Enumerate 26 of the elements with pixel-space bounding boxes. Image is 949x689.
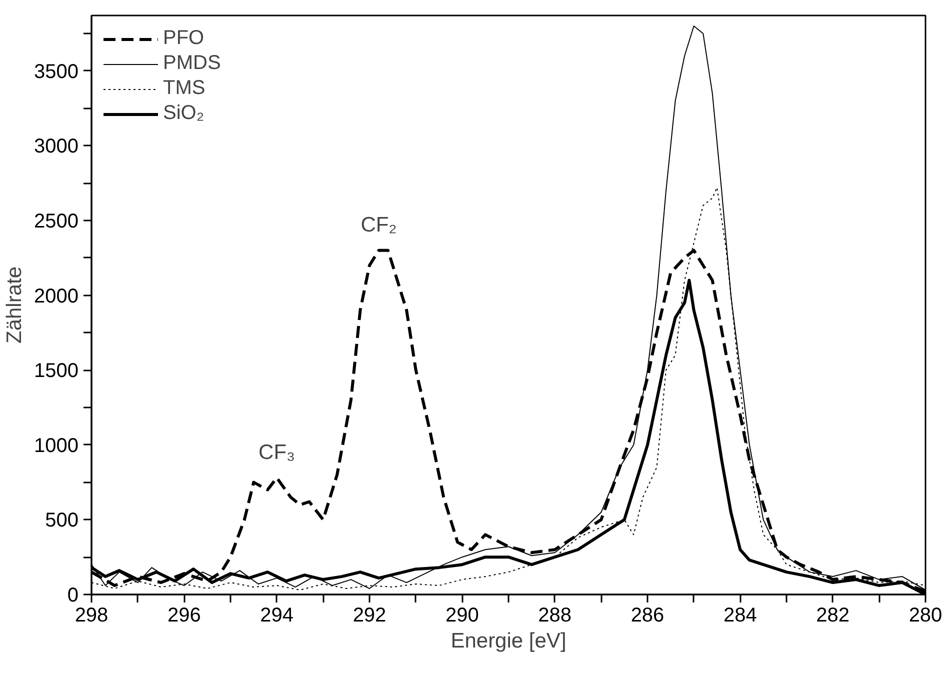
- annotation: CF₂: [360, 213, 397, 236]
- y-tick-label: 500: [45, 510, 79, 532]
- annotation: CF₃: [258, 440, 296, 464]
- legend-label: SiO₂: [163, 102, 204, 125]
- x-tick-label: 290: [445, 604, 479, 626]
- x-tick-label: 292: [352, 604, 386, 626]
- legend-label: PMDS: [163, 52, 221, 75]
- x-tick-label: 286: [630, 604, 664, 626]
- y-tick-label: 1500: [34, 360, 79, 382]
- x-tick-label: 284: [723, 604, 757, 626]
- x-axis-title: Energie [eV]: [450, 630, 566, 652]
- legend-label: PFO: [163, 27, 204, 50]
- y-tick-label: 0: [67, 584, 78, 606]
- x-tick-label: 288: [538, 604, 572, 626]
- x-tick-label: 296: [167, 604, 201, 626]
- y-tick-label: 3500: [34, 60, 79, 83]
- x-tick-label: 298: [74, 604, 108, 626]
- y-tick-label: 2000: [34, 285, 79, 308]
- y-tick-label: 1000: [34, 434, 79, 457]
- legend-label: TMS: [163, 77, 206, 100]
- x-tick-label: 280: [908, 604, 942, 626]
- x-tick-label: 294: [260, 604, 294, 626]
- y-tick-label: 3000: [34, 136, 79, 158]
- x-tick-label: 282: [816, 604, 850, 626]
- y-axis-title: Zählrate: [3, 266, 26, 344]
- y-tick-label: 2500: [34, 210, 79, 232]
